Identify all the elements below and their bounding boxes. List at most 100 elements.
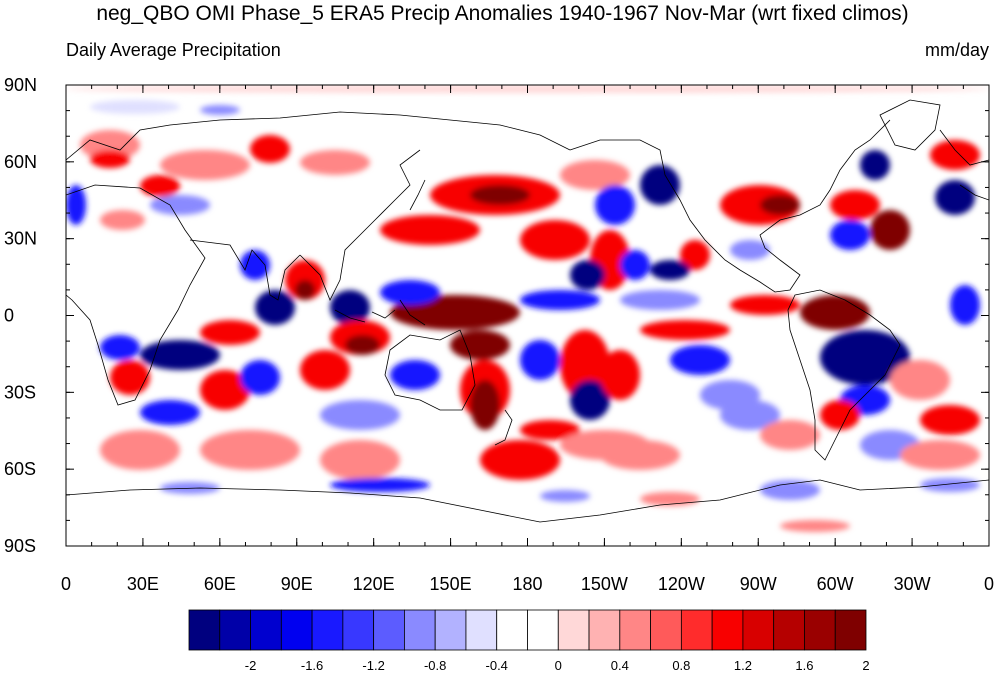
anomaly-patch xyxy=(470,380,500,430)
anomaly-patch xyxy=(800,295,870,330)
anomaly-patch xyxy=(520,340,560,380)
anomaly-patch xyxy=(870,210,910,250)
anomaly-patch xyxy=(140,175,180,197)
colorbar-swatch xyxy=(434,609,467,651)
colorbar-swatch xyxy=(557,609,590,651)
anomaly-patch xyxy=(470,185,530,205)
anomaly-patch xyxy=(930,140,980,170)
anomaly-patch xyxy=(950,285,980,325)
anomaly-patch xyxy=(140,400,200,425)
anomaly-patch xyxy=(150,195,210,215)
anomaly-patch xyxy=(345,335,380,355)
lon-tick-label: 120E xyxy=(353,574,395,594)
anomaly-patch xyxy=(830,220,870,250)
anomaly-patch xyxy=(760,480,820,500)
anomaly-patch xyxy=(160,150,250,180)
lon-tick-label: 0 xyxy=(984,574,994,594)
colorbar-label: -1.2 xyxy=(362,658,384,673)
anomaly-patch xyxy=(570,260,605,290)
colorbar-label: 0 xyxy=(555,658,562,673)
anomaly-patch xyxy=(80,130,140,160)
anomaly-patch xyxy=(250,135,290,163)
anomaly-patch xyxy=(890,360,950,400)
anomaly-patch xyxy=(240,360,280,395)
anomaly-patch xyxy=(520,420,580,440)
anomaly-patch xyxy=(66,185,86,225)
chart-subtitle: Daily Average Precipitation xyxy=(66,40,281,60)
colorbar-label: 1.2 xyxy=(734,658,752,673)
lat-tick-label: 0 xyxy=(4,306,14,326)
anomaly-patch xyxy=(480,440,560,480)
lon-tick-label: 30E xyxy=(127,574,159,594)
lat-tick-label: 30S xyxy=(4,382,36,402)
lon-tick-label: 60E xyxy=(204,574,236,594)
anomaly-patch xyxy=(830,190,880,220)
anomaly-patch xyxy=(295,280,315,300)
anomaly-patch xyxy=(380,280,440,305)
lon-tick-label: 30W xyxy=(894,574,931,594)
anomaly-patch xyxy=(820,330,910,385)
colorbar-swatch xyxy=(773,609,805,651)
anomaly-patch xyxy=(320,440,400,480)
anomaly-patch xyxy=(640,165,680,205)
units-label: mm/day xyxy=(924,40,989,60)
anomaly-patch xyxy=(110,360,150,395)
anomaly-patch xyxy=(620,290,700,310)
anomaly-patch xyxy=(700,380,760,410)
lat-tick-label: 60N xyxy=(4,152,37,172)
anomaly-patch xyxy=(320,400,400,430)
anomaly-patch xyxy=(200,430,300,470)
anomaly-patch xyxy=(300,150,370,175)
anomaly-patch xyxy=(90,150,130,168)
colorbar-swatch xyxy=(342,609,375,651)
coastlines xyxy=(66,99,989,523)
lon-tick-label: 90E xyxy=(281,574,313,594)
anomaly-patch xyxy=(240,250,270,280)
colorbar-swatch xyxy=(742,609,775,651)
anomaly-patch xyxy=(620,250,650,280)
colorbar-swatch xyxy=(711,609,744,651)
anomaly-patch xyxy=(935,180,975,215)
colorbar xyxy=(188,609,867,651)
anomaly-patch xyxy=(255,290,295,325)
anomaly-patch xyxy=(920,405,980,435)
lat-tick-label: 30N xyxy=(4,229,37,249)
colorbar-label: 0.4 xyxy=(611,658,629,673)
anomaly-patch xyxy=(200,105,240,115)
lon-tick-label: 120W xyxy=(658,574,705,594)
anomaly-patch xyxy=(300,350,350,390)
anomaly-patch xyxy=(560,160,630,190)
colorbar-swatch xyxy=(311,609,344,651)
anomaly-patch xyxy=(640,492,700,506)
colorbar-swatch xyxy=(834,609,867,651)
anomaly-patch xyxy=(200,320,260,345)
anomaly-patch xyxy=(860,150,890,180)
colorbar-label: -2 xyxy=(245,658,257,673)
colorbar-label: -0.4 xyxy=(486,658,508,673)
anomaly-patch xyxy=(140,340,220,370)
lon-tick-label: 90W xyxy=(740,574,777,594)
anomaly-patch xyxy=(730,295,800,315)
anomaly-patch xyxy=(730,240,770,260)
anomaly-patch xyxy=(760,420,820,450)
anomaly-patch xyxy=(680,240,710,270)
anomaly-patch xyxy=(390,360,440,390)
anomaly-patch xyxy=(900,440,980,470)
colorbar-swatch xyxy=(219,609,251,651)
lat-tick-label: 90S xyxy=(4,536,36,556)
colorbar-label: -0.8 xyxy=(424,658,446,673)
colorbar-label: 0.8 xyxy=(672,658,690,673)
anomaly-patch xyxy=(90,100,180,114)
lon-tick-label: 60W xyxy=(817,574,854,594)
lat-tick-label: 60S xyxy=(4,459,36,479)
anomaly-patch xyxy=(540,490,590,502)
colorbar-label: 1.6 xyxy=(795,658,813,673)
colorbar-swatch xyxy=(650,609,682,651)
anomaly-field xyxy=(66,85,989,532)
anomaly-patch xyxy=(640,320,730,340)
colorbar-swatch xyxy=(496,609,528,651)
anomaly-patch xyxy=(570,380,610,420)
chart-title: neg_QBO OMI Phase_5 ERA5 Precip Anomalie… xyxy=(96,2,909,25)
anomaly-patch xyxy=(520,220,590,260)
